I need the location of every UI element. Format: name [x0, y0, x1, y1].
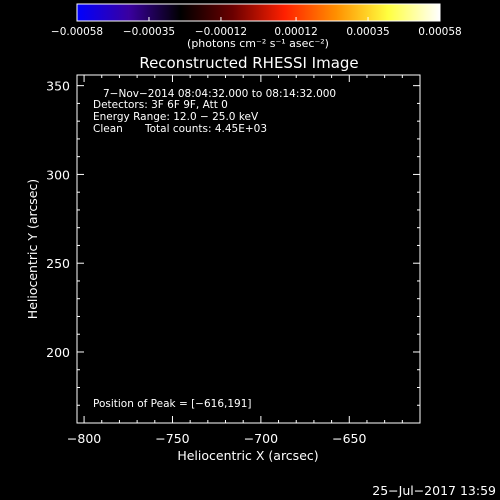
y-tick-label: 350 — [46, 79, 70, 94]
detectors-annotation: Detectors: 3F 6F 9F, Att 0 — [93, 99, 228, 111]
footer-date: 25−Jul−2017 13:59 — [372, 483, 496, 498]
y-tick-label: 250 — [46, 256, 70, 271]
y-tick-label: 200 — [46, 345, 70, 360]
colorbar-tick-label: −0.00035 — [123, 26, 175, 38]
plot-frame — [76, 74, 421, 424]
y-tick-label: 300 — [46, 167, 70, 182]
x-tick-label: −700 — [244, 431, 278, 446]
annotations: 7−Nov−2014 08:04:32.000 to 08:14:32.000 … — [93, 88, 336, 410]
x-tick-label: −750 — [155, 431, 189, 446]
x-tick-label: −650 — [332, 431, 366, 446]
colorbar-ticks: −0.00058 −0.00035 −0.00012 0.00012 0.00035 0.… — [51, 17, 462, 38]
chart-title: Reconstructed RHESSI Image — [139, 54, 358, 72]
x-axis: −800 −750 −700 −650 — [67, 75, 421, 446]
colorbar-tick-label: 0.00035 — [346, 26, 389, 38]
counts-annotation: Total counts: 4.45E+03 — [144, 123, 267, 135]
colorbar-unit-label: (photons cm⁻² s⁻¹ asec⁻²) — [187, 37, 329, 50]
colorbar-gradient — [77, 4, 440, 21]
energy-annotation: Energy Range: 12.0 − 25.0 keV — [93, 111, 259, 123]
y-axis: 200 250 300 350 — [46, 79, 420, 406]
method-annotation: Clean — [93, 123, 123, 135]
colorbar-tick-label: −0.00058 — [51, 26, 103, 38]
colorbar-tick-label: 0.00058 — [418, 26, 461, 38]
colorbar-tick-label: −0.00012 — [195, 26, 247, 38]
colorbar-tick-label: 0.00012 — [274, 26, 317, 38]
time-range-annotation: 7−Nov−2014 08:04:32.000 to 08:14:32.000 — [103, 88, 336, 100]
heatmap-image — [77, 75, 420, 423]
colorbar: −0.00058 −0.00035 −0.00012 0.00012 0.00035 0.… — [51, 3, 462, 50]
peak-position-annotation: Position of Peak = [−616,191] — [93, 398, 252, 410]
x-tick-label: −800 — [67, 431, 101, 446]
x-axis-label: Heliocentric X (arcsec) — [177, 448, 318, 463]
colorbar-frame — [76, 3, 441, 22]
y-axis-label: Heliocentric Y (arcsec) — [25, 179, 40, 319]
